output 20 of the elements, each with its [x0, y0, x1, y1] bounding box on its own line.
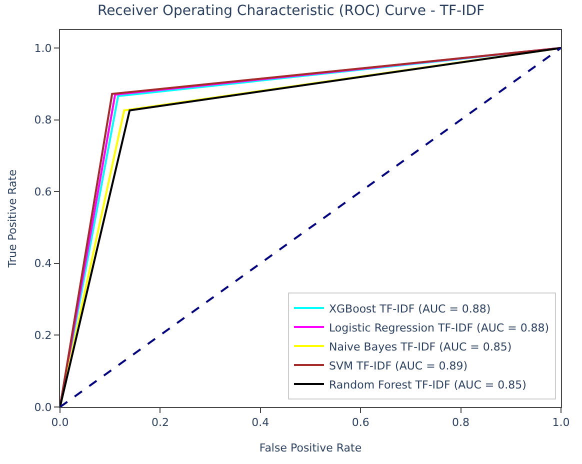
- y-tick-label: 0.6: [34, 185, 52, 198]
- y-tick-label: 1.0: [34, 42, 52, 55]
- x-axis-title: False Positive Rate: [259, 441, 362, 454]
- x-tick-label: 0.6: [352, 416, 370, 430]
- y-tick-label: 0.0: [34, 400, 52, 414]
- legend-label: Logistic Regression TF-IDF (AUC = 0.88): [328, 321, 550, 334]
- y-tick-label: 0.8: [34, 114, 52, 127]
- x-tick-label: 0.4: [252, 416, 270, 430]
- chart-title: Receiver Operating Characteristic (ROC) Curve - TF-IDF: [97, 3, 485, 19]
- legend-label: Naive Bayes TF-IDF (AUC = 0.85): [328, 340, 512, 354]
- y-axis-title: True Positive Rate: [6, 169, 19, 268]
- x-tick-label: 0.0: [51, 416, 69, 430]
- x-tick-label: 1.0: [552, 416, 570, 430]
- legend-label: SVM TF-IDF (AUC = 0.89): [328, 359, 468, 372]
- legend-label: Random Forest TF-IDF (AUC = 0.85): [328, 378, 526, 392]
- y-tick-label: 0.4: [34, 257, 52, 270]
- legend-label: XGBoost TF-IDF (AUC = 0.88): [328, 302, 491, 316]
- x-tick-label: 0.8: [452, 416, 470, 430]
- x-tick-label: 0.2: [151, 416, 169, 430]
- y-tick-label: 0.2: [34, 329, 52, 342]
